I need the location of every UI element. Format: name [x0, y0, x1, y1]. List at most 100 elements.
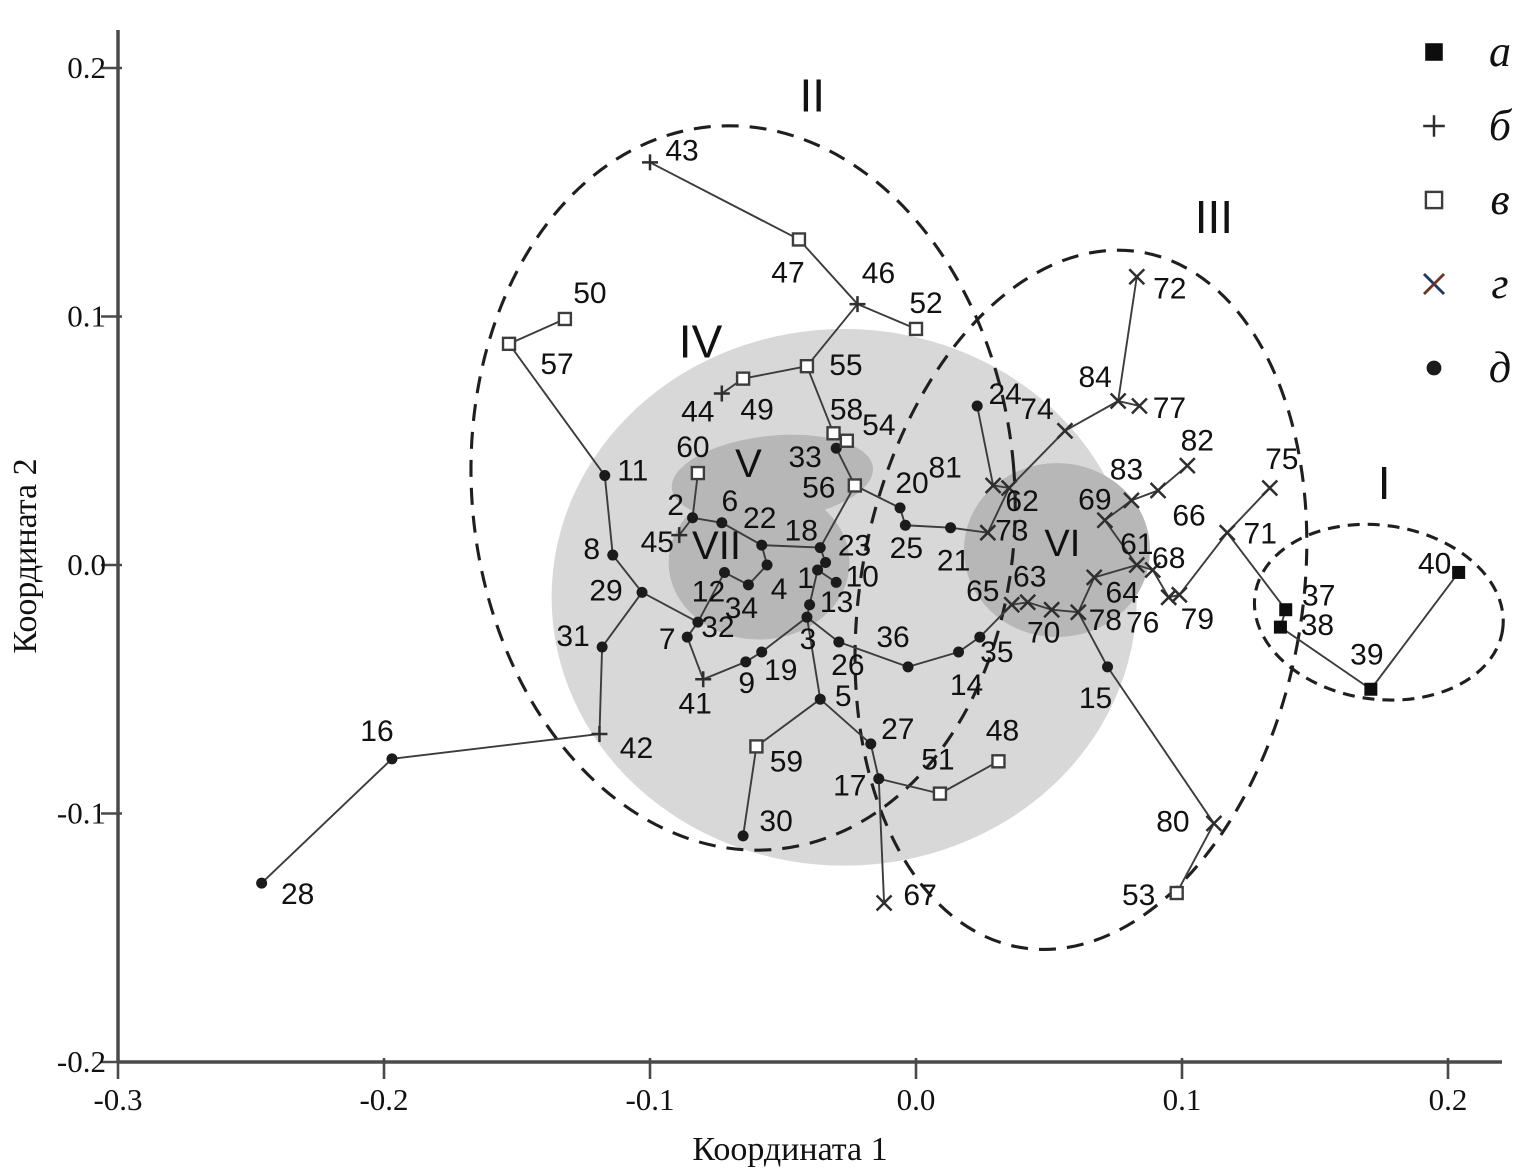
point-52-label: 52: [909, 287, 942, 320]
point-19-label: 19: [764, 654, 797, 687]
point-46-marker-plus: [849, 296, 866, 313]
tree-edge-39-40: [1370, 571, 1460, 690]
point-65-label: 65: [966, 575, 999, 608]
point-58-marker-open-square: [826, 426, 841, 441]
tree-edge-6-22: [721, 521, 763, 546]
point-17-marker-filled-circle: [873, 773, 885, 785]
point-15-label: 15: [1079, 682, 1112, 715]
point-39-marker-filled-square: [1364, 682, 1378, 696]
point-14-marker-filled-circle: [953, 646, 965, 658]
point-67-label: 67: [903, 879, 936, 912]
tree-edge-28-16: [260, 758, 393, 884]
shaded-region-VI: [963, 463, 1151, 638]
point-61-marker-x-cross: [1128, 556, 1146, 574]
x-tick-label: 0.1: [1163, 1082, 1202, 1117]
tree-edge-3-26: [806, 616, 840, 643]
tree-edge-21-73: [950, 526, 988, 534]
point-1-label: 1: [797, 562, 814, 595]
point-47-marker-open-square: [791, 232, 807, 247]
point-1-marker-filled-circle: [812, 564, 824, 576]
x-tick-label: -0.2: [359, 1082, 408, 1117]
point-14-label: 14: [950, 669, 983, 702]
point-57-label: 57: [540, 348, 573, 381]
tree-edge-78-64: [1077, 577, 1096, 613]
point-76-marker-x-cross: [1160, 588, 1178, 606]
tree-edge-16-42: [391, 733, 600, 760]
point-36-label: 36: [876, 621, 909, 654]
point-21-label: 21: [937, 545, 970, 578]
point-6-marker-filled-circle: [716, 517, 728, 529]
y-tick-label: 0.2: [67, 50, 106, 85]
point-42-marker-plus: [591, 725, 608, 742]
tree-edge-56-18: [819, 485, 856, 549]
legend-label-б: б: [1489, 101, 1513, 150]
point-24-label: 24: [988, 378, 1021, 411]
tree-edge-59-30: [742, 746, 758, 837]
region-label-VI: VI: [1044, 523, 1080, 565]
tree-edge-41-9: [702, 661, 747, 681]
point-81-marker-x-cross: [984, 477, 1002, 494]
point-58-label: 58: [830, 393, 863, 426]
point-38-marker-filled-square: [1273, 620, 1287, 634]
point-25-marker-filled-circle: [899, 519, 911, 531]
point-35-marker-filled-circle: [974, 631, 986, 643]
point-19-marker-filled-circle: [756, 646, 768, 658]
point-60-label: 60: [676, 431, 709, 464]
legend-label-д: д: [1489, 343, 1511, 392]
point-36-marker-filled-circle: [902, 661, 914, 673]
point-79-label: 79: [1181, 603, 1214, 636]
tree-edge-65-63: [1011, 601, 1028, 606]
plus-icon: [1423, 115, 1445, 137]
tree-edge-80-53: [1175, 822, 1215, 894]
point-64-label: 64: [1106, 576, 1139, 609]
point-21-marker-filled-circle: [945, 522, 957, 534]
legend-item-д: [1426, 360, 1442, 376]
x-tick-label: -0.3: [93, 1082, 142, 1117]
point-markers: [256, 154, 1466, 912]
point-68-marker-x-cross: [1144, 561, 1162, 579]
tree-edge-5-27: [819, 698, 872, 745]
legend: [1422, 43, 1446, 376]
axes: [101, 30, 1502, 1079]
point-23-marker-filled-circle: [820, 557, 832, 569]
point-44-label: 44: [681, 396, 714, 429]
point-17-label: 17: [833, 770, 866, 803]
point-49-marker-open-square: [735, 371, 751, 386]
tree-edge-27-17: [869, 743, 880, 779]
cluster-ellipse-II: [469, 124, 1017, 852]
point-69-label: 69: [1078, 483, 1111, 516]
x-tick-label: -0.1: [625, 1082, 674, 1117]
tree-edge-3-5: [806, 617, 822, 700]
point-28-label: 28: [281, 878, 314, 911]
point-76-label: 76: [1126, 606, 1159, 639]
point-26-marker-filled-circle: [833, 636, 845, 648]
point-39-label: 39: [1350, 638, 1383, 671]
point-74-label: 74: [1020, 393, 1053, 426]
tree-edge-81-24: [976, 405, 995, 486]
point-13-label: 13: [820, 586, 853, 619]
tree-edge-5-59: [755, 698, 821, 748]
point-10-marker-filled-circle: [830, 576, 842, 588]
point-80-marker-x-cross: [1205, 815, 1223, 832]
point-69-marker-x-cross: [1096, 511, 1114, 529]
tree-edge-51-48: [939, 760, 999, 795]
point-38-label: 38: [1301, 609, 1334, 642]
point-54-label: 54: [862, 409, 895, 442]
point-80-label: 80: [1156, 805, 1189, 838]
point-53-label: 53: [1122, 879, 1155, 912]
point-70-marker-x-cross: [1043, 601, 1061, 619]
point-43-marker-plus: [642, 154, 658, 171]
legend-label-г: г: [1491, 259, 1508, 308]
region-label-IV: IV: [679, 315, 723, 367]
point-48-label: 48: [986, 714, 1019, 747]
point-16-label: 16: [360, 715, 393, 748]
point-67-marker-x-cross: [875, 894, 893, 912]
point-42-label: 42: [620, 732, 653, 765]
tree-edge-62-74: [1008, 430, 1066, 489]
point-59-label: 59: [770, 745, 803, 778]
point-34-marker-filled-circle: [742, 579, 754, 591]
point-63-marker-x-cross: [1019, 593, 1037, 611]
tree-edge-42-31: [598, 646, 604, 735]
point-77-label: 77: [1153, 392, 1186, 425]
